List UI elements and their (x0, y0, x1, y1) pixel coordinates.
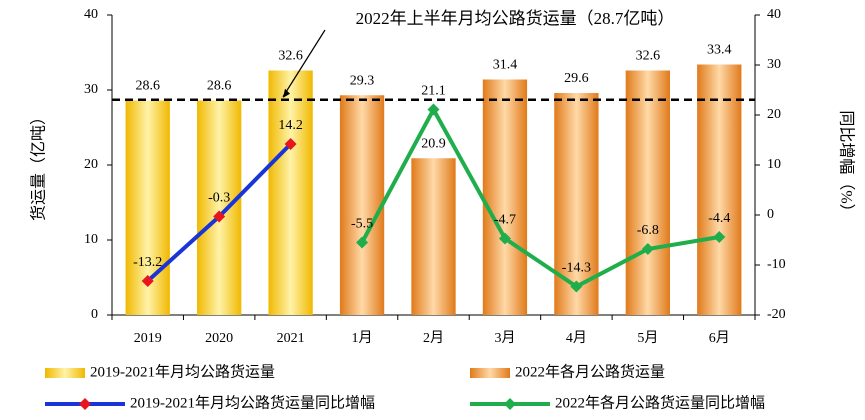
legend-swatch (45, 368, 85, 378)
line-label: -6.8 (637, 223, 659, 238)
line-label: 21.1 (421, 84, 446, 99)
bar (625, 70, 670, 315)
line-label: -13.2 (133, 255, 162, 270)
x-tick-label: 6月 (709, 330, 730, 346)
bar-label: 29.3 (350, 73, 375, 88)
annotation-leader (282, 29, 326, 98)
legend-marker (79, 398, 91, 410)
marker (641, 243, 654, 255)
legend-label: 2019-2021年月均公路货运量 (90, 363, 275, 380)
y-tick-label: 10 (84, 232, 98, 247)
line-label: -14.3 (562, 261, 591, 276)
y2-tick-label: 40 (767, 7, 781, 22)
y2-tick-label: -10 (767, 257, 786, 272)
y2-tick-label: 0 (767, 207, 774, 222)
marker (427, 103, 440, 116)
x-tick-label: 2019 (134, 331, 162, 346)
y2-tick-label: 20 (767, 107, 781, 122)
legend-label: 2019-2021年月均公路货运量同比增幅 (130, 394, 375, 411)
bar (197, 100, 242, 315)
bar-label: 32.6 (278, 49, 303, 64)
bar-label: 28.6 (135, 79, 160, 94)
annotation-arrow (283, 88, 290, 98)
x-tick-label: 2020 (205, 331, 233, 346)
marker (213, 210, 226, 223)
marker (713, 231, 726, 243)
marker (141, 275, 154, 287)
x-tick-label: 2月 (423, 330, 444, 346)
y-axis-label: 货运量（亿吨） (30, 109, 48, 221)
bar-label: 33.4 (707, 43, 732, 58)
bar (697, 64, 742, 315)
bar (482, 79, 528, 315)
marker (570, 280, 583, 293)
y2-axis-label: 同比增幅（%） (837, 110, 855, 219)
marker (284, 138, 297, 150)
legend-label: 2022年各月公路货运量同比增幅 (555, 394, 765, 411)
line (360, 105, 720, 289)
y2-tick-label: -20 (767, 307, 786, 322)
line-label: -4.4 (708, 211, 730, 226)
y-tick-label: 20 (84, 157, 98, 172)
line-label: -0.3 (208, 191, 230, 206)
line-label: -4.7 (494, 213, 516, 228)
y2-tick-label: 10 (767, 157, 781, 172)
x-tick-label: 2021 (277, 331, 305, 346)
y-tick-label: 40 (84, 7, 98, 22)
x-tick-label: 3月 (494, 330, 515, 346)
line-label: -5.5 (351, 217, 373, 232)
legend-label: 2022年各月公路货运量 (515, 363, 665, 380)
annotation: 2022年上半年月均公路货运量（28.7亿吨） (356, 9, 675, 28)
bar-label: 31.4 (493, 58, 518, 73)
bar-label: 29.6 (564, 71, 589, 86)
legend-swatch (470, 368, 510, 378)
bar (268, 70, 313, 315)
x-tick-label: 4月 (566, 330, 587, 346)
y-tick-label: 30 (84, 82, 98, 97)
bar-label: 20.9 (421, 136, 446, 151)
bar (339, 95, 385, 315)
y-tick-label: 0 (91, 307, 98, 322)
bar (411, 158, 456, 315)
legend-marker (504, 398, 516, 410)
bar-label: 32.6 (636, 49, 661, 64)
x-tick-label: 5月 (637, 330, 658, 346)
bar-label: 28.6 (207, 79, 232, 94)
y2-tick-label: 30 (767, 57, 781, 72)
line-label: 14.2 (278, 118, 303, 133)
marker (498, 232, 511, 245)
x-tick-label: 1月 (352, 330, 373, 346)
marker (356, 236, 369, 249)
